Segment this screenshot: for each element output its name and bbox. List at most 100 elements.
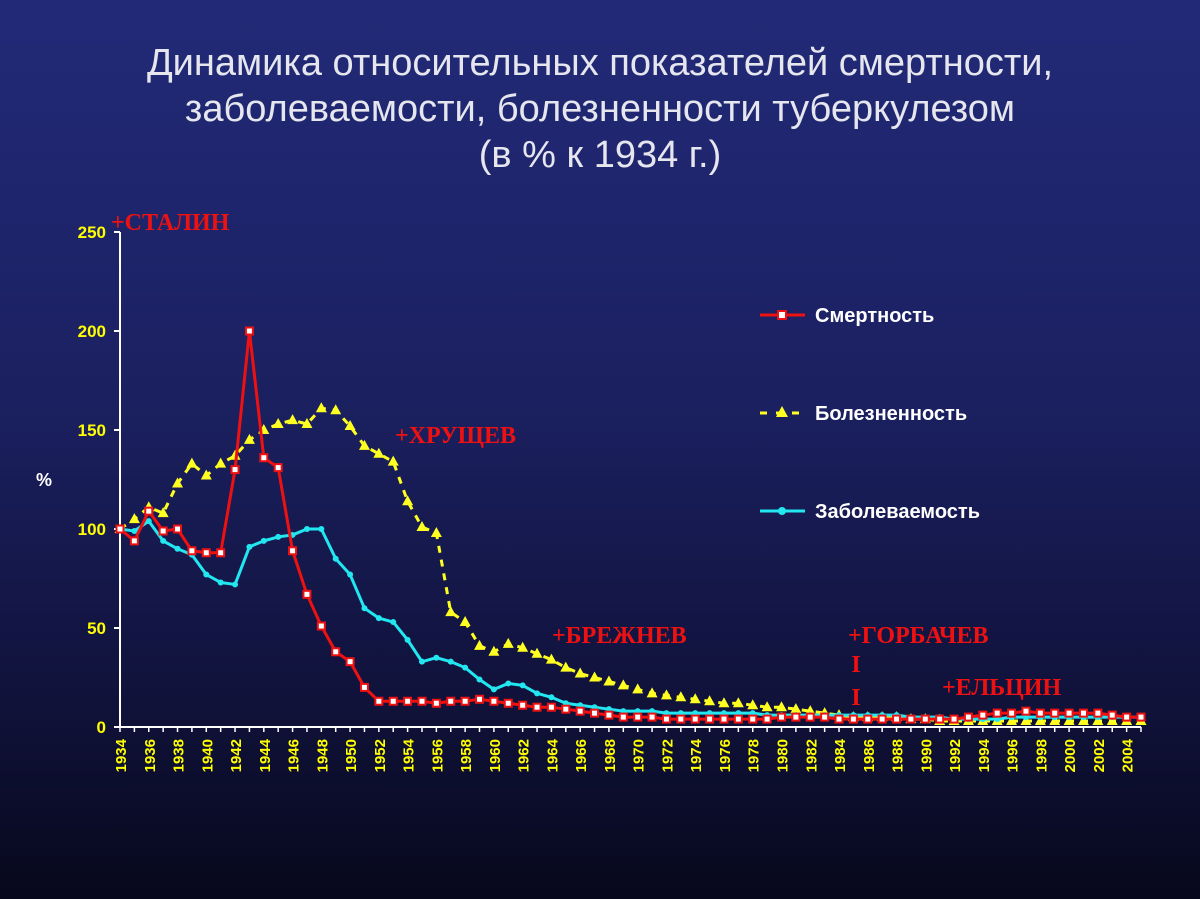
annotation-label: +БРЕЖНЕВ <box>552 623 687 649</box>
data-point <box>273 463 283 473</box>
data-point <box>892 714 902 724</box>
x-tick-label: 1992 <box>947 739 964 772</box>
y-tick-label: 250 <box>78 223 106 242</box>
data-point <box>1050 708 1060 718</box>
data-point <box>216 548 226 558</box>
legend-item: Болезненность <box>760 403 967 425</box>
x-tick-label: 2000 <box>1062 739 1079 772</box>
data-point <box>173 524 183 534</box>
data-point <box>447 658 454 665</box>
data-point <box>775 701 787 712</box>
y-tick-label: 50 <box>87 619 106 638</box>
data-point <box>805 712 815 722</box>
data-point <box>848 714 858 724</box>
data-point <box>344 420 356 431</box>
data-point <box>232 581 239 588</box>
data-point <box>718 697 730 708</box>
data-point <box>358 439 370 450</box>
data-point <box>519 682 526 689</box>
x-tick-label: 1982 <box>803 739 820 772</box>
data-point <box>963 712 973 722</box>
data-point <box>761 701 773 712</box>
data-point <box>1107 710 1117 720</box>
data-point <box>560 661 572 672</box>
data-point <box>217 579 224 586</box>
data-point <box>762 714 772 724</box>
data-point <box>131 527 138 534</box>
x-tick-label: 1990 <box>918 739 935 772</box>
data-point <box>647 712 657 722</box>
data-point <box>215 457 227 468</box>
x-tick-label: 1958 <box>458 739 475 772</box>
data-point <box>820 712 830 722</box>
data-point <box>445 606 457 617</box>
chart-legend: Смертность Болезненность Заболеваемость <box>760 305 980 523</box>
y-tick-label: 100 <box>78 520 106 539</box>
data-point <box>834 714 844 724</box>
y-tick-label: 0 <box>97 718 106 737</box>
data-point <box>531 647 543 658</box>
data-point <box>704 695 716 706</box>
data-point <box>676 714 686 724</box>
data-point <box>488 645 500 656</box>
data-point <box>243 433 255 444</box>
data-point <box>548 694 555 701</box>
data-point <box>935 714 945 724</box>
data-point <box>675 691 687 702</box>
x-tick-label: 1956 <box>429 739 446 772</box>
data-point <box>303 526 310 532</box>
data-point <box>403 696 413 706</box>
data-point <box>748 714 758 724</box>
data-point <box>733 714 743 724</box>
data-point <box>1122 712 1132 722</box>
data-point <box>790 703 802 714</box>
y-tick-label: 150 <box>78 421 106 440</box>
data-point <box>978 710 988 720</box>
x-tick-label: 1942 <box>228 739 245 772</box>
title-line-1: Динамика относительных показателей смерт… <box>146 42 1054 84</box>
legend-marker <box>777 310 787 320</box>
x-tick-label: 1966 <box>573 739 590 772</box>
data-point <box>689 693 701 704</box>
annotation-label: +ЕЛЬЦИН <box>942 675 1061 701</box>
data-point <box>331 647 341 657</box>
data-point <box>230 465 240 475</box>
data-point <box>646 687 658 698</box>
data-point <box>545 653 557 664</box>
data-point <box>561 704 571 714</box>
data-point <box>347 571 354 578</box>
x-tick-label: 1986 <box>861 739 878 772</box>
data-point <box>374 696 384 706</box>
x-tick-label: 1938 <box>171 739 188 772</box>
data-point <box>244 326 254 336</box>
x-tick-label: 1972 <box>659 739 676 772</box>
data-point <box>416 521 428 532</box>
data-point <box>1136 712 1146 722</box>
y-tick-label: 200 <box>78 322 106 341</box>
data-point <box>1035 708 1045 718</box>
data-point <box>201 548 211 558</box>
data-point <box>115 524 125 534</box>
data-point <box>172 477 184 488</box>
data-point <box>459 616 471 627</box>
data-point <box>387 455 399 466</box>
data-point <box>518 700 528 710</box>
chart-title: Динамика относительных показателей смерт… <box>0 40 1200 178</box>
data-point <box>260 537 267 544</box>
data-point <box>288 546 298 556</box>
data-point <box>388 696 398 706</box>
data-point <box>417 696 427 706</box>
data-point <box>160 537 167 544</box>
data-point <box>534 690 541 697</box>
x-tick-label: 1988 <box>890 739 907 772</box>
data-point <box>604 710 614 720</box>
x-tick-label: 1950 <box>343 739 360 772</box>
data-point <box>373 447 385 458</box>
series-mortality <box>115 326 1146 724</box>
x-tick-label: 1996 <box>1005 739 1022 772</box>
data-point <box>949 714 959 724</box>
data-point <box>992 708 1002 718</box>
data-point <box>390 619 397 626</box>
chart-series <box>114 326 1147 726</box>
